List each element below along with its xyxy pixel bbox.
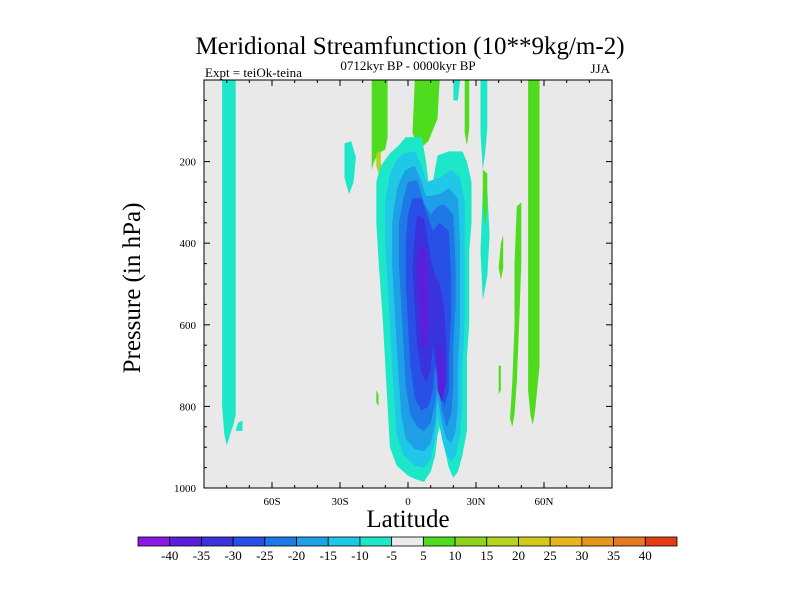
colorbar-label: -25 xyxy=(256,548,273,563)
contour-region-18 xyxy=(498,235,504,280)
x-tick-label: 60S xyxy=(263,496,280,508)
colorbar-box xyxy=(169,536,202,547)
colorbar-box xyxy=(644,536,678,547)
colorbar-box xyxy=(454,536,488,547)
chart-title: Meridional Streamfunction (10**9kg/m-2) xyxy=(195,33,624,60)
contour-region-0 xyxy=(222,80,236,446)
y-tick-label: 600 xyxy=(180,320,197,332)
contour-region-12 xyxy=(437,341,445,403)
colorbar-label: -10 xyxy=(351,548,368,563)
colorbar-box xyxy=(264,536,297,547)
contour-region-3 xyxy=(371,80,388,170)
colorbar-label: -35 xyxy=(193,548,210,563)
x-tick-label: 60N xyxy=(535,496,554,508)
colorbar-box xyxy=(518,536,551,547)
contour-region-17 xyxy=(482,169,488,227)
colorbar-label: 35 xyxy=(607,548,620,563)
colorbar-label: -5 xyxy=(386,548,397,563)
colorbar-box xyxy=(486,536,519,547)
contour-region-15 xyxy=(480,190,490,301)
colorbar-box xyxy=(549,536,583,547)
contour-region-13 xyxy=(453,80,461,101)
season-label: JJA xyxy=(590,61,610,76)
colorbar-box xyxy=(613,536,646,547)
contour-region-16 xyxy=(464,80,470,146)
colorbar-label: 5 xyxy=(420,548,427,563)
colorbar-label: 10 xyxy=(449,548,462,563)
colorbar-box xyxy=(296,536,329,547)
colorbar-label: 30 xyxy=(575,548,588,563)
contour-region-2 xyxy=(344,141,356,195)
contour-region-4 xyxy=(412,80,440,150)
experiment-label: Expt = teiOk-teina xyxy=(205,65,302,80)
axes: 60S 30S 0 30N 60N 200 400 600 800 1000 xyxy=(174,79,613,508)
colorbar-label: 25 xyxy=(544,548,557,563)
colorbar-label: -30 xyxy=(224,548,241,563)
y-axis-label: Pressure (in hPa) xyxy=(119,203,146,374)
y-tick-label: 1000 xyxy=(174,483,197,495)
x-axis-label: Latitude xyxy=(366,506,449,533)
contour-region-22 xyxy=(498,365,501,395)
contour-region-23 xyxy=(376,151,381,174)
contour-regions xyxy=(222,80,540,482)
colorbar-box xyxy=(201,536,234,547)
colorbar-label: 15 xyxy=(480,548,493,563)
colorbar-label: -15 xyxy=(320,548,337,563)
contour-region-21 xyxy=(376,390,379,407)
colorbar-box xyxy=(232,536,266,547)
colorbar-label: 20 xyxy=(512,548,525,563)
contour-region-14 xyxy=(480,80,488,170)
colorbar-box xyxy=(137,536,171,547)
y-tick-label: 200 xyxy=(180,157,197,169)
contour-region-1 xyxy=(235,420,243,431)
colorbar-box xyxy=(391,536,424,547)
x-tick-label: 30N xyxy=(467,496,486,508)
contour-region-20 xyxy=(510,202,522,427)
period-label: 0712kyr BP - 0000kyr BP xyxy=(340,58,475,73)
colorbar-label: -20 xyxy=(288,548,305,563)
colorbar-box xyxy=(359,536,393,547)
x-tick-label: 30S xyxy=(331,496,348,508)
x-tick-label: 0 xyxy=(405,496,411,508)
colorbar-box xyxy=(422,536,456,547)
contour-region-19 xyxy=(528,80,540,425)
colorbar-label: 40 xyxy=(639,548,652,563)
colorbar-box xyxy=(581,536,614,547)
contour-region-11 xyxy=(417,243,429,350)
colorbar: -40 -35 -30 -25 -20 -15 -10 -5 5 10 15 20 25 30 35 40 xyxy=(137,536,678,563)
colorbar-label: -40 xyxy=(161,548,178,563)
plot-area xyxy=(204,80,612,488)
y-tick-label: 400 xyxy=(180,238,197,250)
y-tick-label: 800 xyxy=(180,401,197,413)
colorbar-box xyxy=(327,536,361,547)
